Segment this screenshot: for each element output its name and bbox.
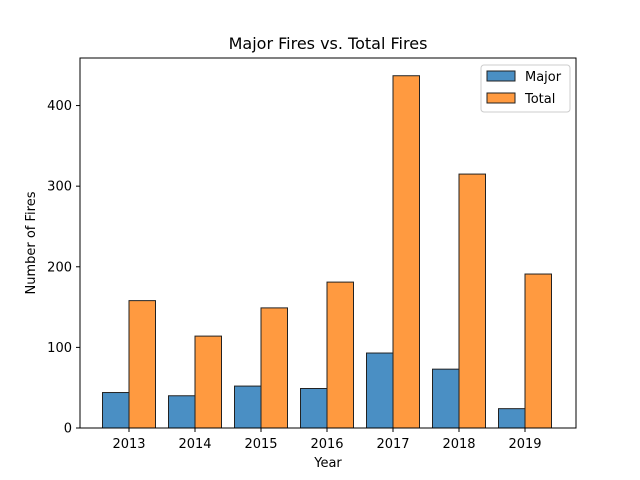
plot-frame [79,57,577,429]
x-tick-label: 2016 [310,437,343,452]
bar-total-2015 [260,307,288,429]
bar-total-2016 [326,281,354,429]
bar-total-2014 [194,335,222,429]
bar-major-2017 [366,352,394,429]
bar-major-2015 [234,385,262,429]
legend-label-total: Total [524,92,555,107]
y-tick-label: 0 [64,422,72,437]
y-tick-label: 100 [47,341,72,356]
bar-total-2018 [458,173,486,429]
legend-label-major: Major [525,70,562,85]
x-axis-title: Year [313,456,342,471]
bar-total-2017 [392,75,420,429]
bars-layer [102,75,552,429]
x-tick-label: 2019 [508,437,541,452]
x-tick-label: 2018 [442,437,475,452]
bar-major-2016 [300,388,328,429]
legend-swatch-major [486,70,516,82]
bar-major-2018 [432,368,460,429]
legend-swatch-total [486,92,516,104]
y-tick-label: 300 [47,180,72,195]
y-tick-label: 200 [47,260,72,275]
bar-total-2013 [128,300,156,429]
x-tick-label: 2014 [178,437,211,452]
x-axis: 2013 2014 2015 2016 2017 2018 2019 [112,428,542,452]
legend: Major Total [480,64,571,113]
y-axis: 0 100 200 300 400 [47,99,80,437]
x-tick-label: 2017 [376,437,409,452]
x-tick-label: 2013 [112,437,145,452]
chart-title: Major Fires vs. Total Fires [229,34,428,53]
bar-total-2019 [524,273,552,429]
y-axis-title: Number of Fires [24,191,39,294]
y-tick-label: 400 [47,99,72,114]
bar-major-2013 [102,392,130,429]
bar-major-2014 [168,395,196,429]
x-tick-label: 2015 [244,437,277,452]
bar-major-2019 [498,408,526,429]
